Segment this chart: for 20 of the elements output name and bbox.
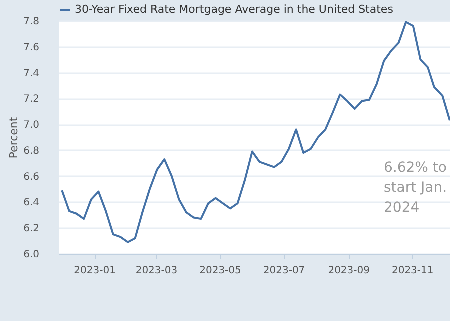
x-tick-label: 2023-07 — [263, 266, 306, 276]
x-tick-label: 2023-11 — [392, 266, 434, 276]
line-series — [61, 21, 450, 244]
y-tick-label: 7.2 — [24, 94, 40, 106]
y-tick-label: 7.0 — [24, 120, 40, 132]
y-tick-label: 6.2 — [24, 224, 40, 235]
legend-label: 30-Year Fixed Rate Mortgage Average in the United States — [75, 3, 394, 16]
x-tick-label: 2023-05 — [200, 266, 242, 276]
y-tick-label: 7.4 — [24, 68, 40, 80]
x-tick-label: 2023-01 — [74, 266, 116, 276]
y-tick-label: 6.6 — [24, 172, 40, 183]
y-tick-label: 6.0 — [24, 250, 40, 260]
y-tick-label: 7.8 — [24, 16, 40, 28]
y-tick-label: 6.4 — [24, 198, 40, 209]
y-tick-label: 7.6 — [24, 42, 40, 54]
x-tick-label: 2023-03 — [136, 266, 178, 276]
annotation: 6.62% to start Jan. 2024 — [384, 160, 448, 216]
y-tick-label: 6.8 — [24, 146, 40, 157]
y-axis-title: Percent — [8, 116, 21, 159]
x-tick-label: 2023-09 — [328, 266, 370, 276]
